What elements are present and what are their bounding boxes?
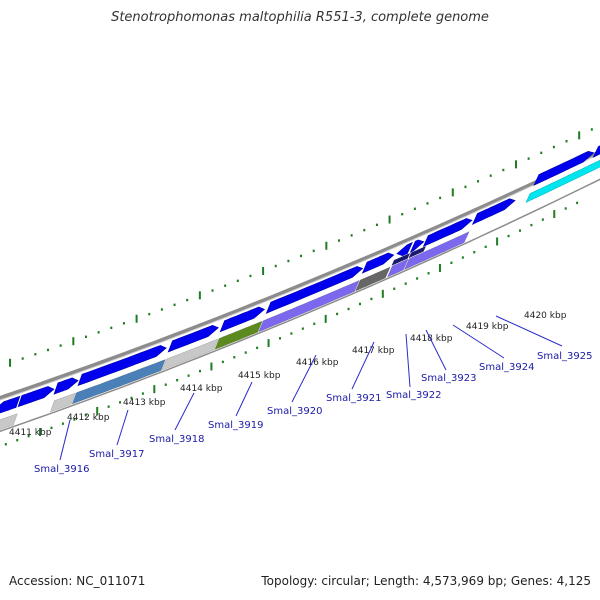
gene-leader-line [351,341,375,390]
gene-leader-line [59,419,71,461]
cog-category-block [391,253,410,266]
forward-gene-arrow [361,252,395,274]
forward-gene-arrow [396,241,413,257]
reverse-gene-track [0,159,600,433]
forward-gene-track [0,145,600,414]
forward-gene-arrow [471,198,516,226]
inner-track-line [0,178,600,433]
outer-tick-track [9,128,593,367]
kbp-label: 4420 kbp [524,311,567,321]
cog-category-block [403,231,470,271]
accession-text: Accession: NC_011071 [9,574,146,588]
gene-leader-line [116,409,129,446]
gene-label: Smal_3925 [537,351,592,362]
cog-category-block [71,359,166,405]
genome-summary: Topology: circular; Length: 4,573,969 bp… [261,574,591,588]
gene-label: Smal_3917 [89,449,144,460]
forward-gene-arrow [265,266,364,314]
gene-label: Smal_3919 [208,420,263,431]
forward-gene-arrow [533,150,595,186]
gene-label: Smal_3924 [479,362,534,373]
forward-gene-arrow [53,377,79,395]
gene-label: Smal_3920 [267,406,322,417]
cog-category-block [161,338,219,371]
gene-leader-line [495,315,563,347]
cog-category-block [408,246,426,259]
kbp-label: 4414 kbp [180,384,223,394]
cog-category-block [214,320,263,350]
backbone-line [0,149,600,401]
kbp-label: 4411 kbp [9,428,52,438]
kbp-label: 4418 kbp [410,334,453,344]
forward-gene-arrow [17,386,55,408]
forward-gene-arrow [422,218,473,247]
gene-leader-line [425,329,447,371]
inner-tick-track [4,201,579,446]
kbp-label: 4415 kbp [238,371,281,381]
gene-leader-line [291,354,317,403]
forward-gene-arrow [167,324,219,353]
gene-label: Smal_3918 [149,434,204,445]
gene-leader-line [405,333,411,388]
kbp-label: 4419 kbp [466,322,509,332]
cog-category-block [355,266,391,292]
kbp-label: 4413 kbp [123,398,166,408]
gene-label: Smal_3921 [326,393,381,404]
forward-gene-arrow [409,239,425,253]
cog-category-block [0,413,18,430]
forward-gene-arrow [592,145,600,158]
gene-leader-line [452,324,505,359]
forward-gene-arrow [0,395,21,414]
cog-category-block [386,258,409,278]
gene-leader-line [235,381,253,417]
gene-label: Smal_3923 [421,373,476,384]
kbp-labels: 4411 kbp 4412 kbp 4413 kbp 4414 kbp 4415 kbp… [9,311,567,438]
gene-label: Smal_3922 [386,390,441,401]
cog-category-block [49,392,76,413]
backbone-highlight [0,153,600,401]
forward-gene-arrow [77,345,167,386]
kbp-label: 4417 kbp [352,346,395,356]
backbone-track [0,149,600,401]
gene-leader-line [174,392,195,431]
gene-label: Smal_3916 [34,464,89,475]
map-title: Stenotrophomonas maltophilia R551-3, com… [111,10,489,25]
kbp-label: 4416 kbp [296,358,339,368]
cog-category-block [525,159,600,204]
kbp-label: 4412 kbp [67,413,110,423]
forward-gene-arrow [219,306,266,333]
cog-category-block [258,279,360,333]
